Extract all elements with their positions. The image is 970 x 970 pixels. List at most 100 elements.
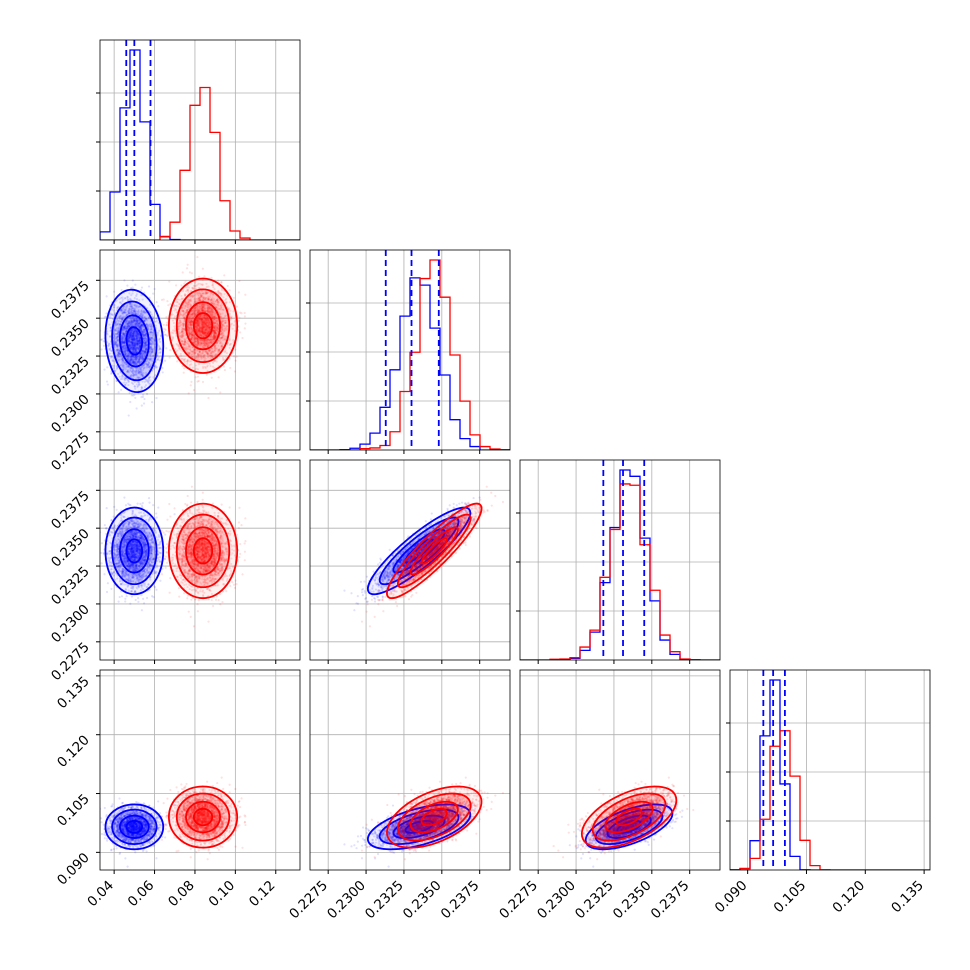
scatter-point-series-1 [140,330,143,333]
panel-content [100,250,300,450]
scatter-point-series-1 [140,325,143,328]
scatter-point-series-1 [134,329,137,332]
scatter-point-series-1 [149,331,152,334]
scatter-point-series-1 [148,366,151,369]
scatter-point-series-1 [137,321,140,325]
scatter-point-series-1 [122,359,125,362]
scatter-point-series-1 [114,342,118,345]
scatter-point-series-1 [125,329,128,333]
scatter-point-series-1 [134,334,137,337]
scatter-point-series-1 [131,339,134,342]
scatter-point-series-1 [122,325,125,328]
scatter-point-series-1 [135,351,138,354]
scatter-point-series-1 [123,279,126,282]
scatter-point-series-1 [123,345,127,349]
scatter-point-series-1 [151,331,155,334]
scatter-point-series-1 [116,339,119,342]
scatter-point-series-1 [109,329,112,332]
scatter-point-series-1 [118,352,122,356]
scatter-point-series-1 [117,339,120,342]
scatter-point-series-1 [133,331,136,334]
scatter-point-series-1 [124,296,127,300]
scatter-point-series-1 [140,314,143,318]
scatter-point-series-1 [134,349,137,352]
scatter-point-series-1 [137,324,140,327]
scatter-point-series-1 [133,360,136,364]
scatter-point-series-1 [142,366,145,370]
scatter-point-series-1 [132,337,135,341]
scatter-point-series-1 [147,285,151,288]
scatter-point-series-1 [126,284,129,287]
scatter-point-series-1 [136,330,139,334]
scatter-point-series-2 [217,376,220,379]
scatter-point-series-2 [196,255,199,259]
scatter-point-series-1 [125,313,128,316]
scatter-point-series-1 [137,340,140,343]
scatter-point-series-1 [142,349,145,352]
scatter-point-series-1 [132,319,136,322]
scatter-point-series-1 [145,392,149,396]
scatter-point-series-1 [173,304,176,307]
scatter-point-series-2 [234,359,237,362]
scatter-point-series-1 [136,318,139,321]
scatter-point-series-1 [120,296,123,300]
scatter-point-series-2 [244,293,247,296]
scatter-point-series-1 [135,294,138,297]
scatter-point-series-1 [149,303,152,306]
scatter-point-series-2 [216,279,220,282]
scatter-point-series-1 [116,344,119,347]
scatter-point-series-1 [144,347,148,351]
scatter-point-series-1 [136,319,139,322]
scatter-point-series-1 [137,337,141,340]
scatter-point-series-1 [148,362,151,365]
scatter-point-series-1 [135,366,139,370]
scatter-point-series-1 [127,311,131,314]
scatter-point-series-1 [150,326,153,329]
scatter-point-series-1 [142,347,146,350]
scatter-point-series-1 [124,327,127,330]
scatter-point-series-1 [142,341,145,344]
scatter-point-series-1 [164,333,167,336]
scatter-point-series-1 [126,369,129,373]
scatter-point-series-1 [140,360,143,363]
scatter-point-series-1 [127,335,130,338]
scatter-point-series-1 [154,324,157,327]
scatter-point-series-1 [130,329,133,333]
scatter-point-series-1 [117,352,120,355]
scatter-point-series-2 [228,289,231,292]
scatter-point-series-1 [133,304,137,307]
scatter-point-series-1 [126,354,129,357]
scatter-point-series-1 [122,348,125,351]
scatter-point-series-1 [121,375,124,378]
scatter-point-series-1 [132,361,135,364]
scatter-point-series-1 [132,337,136,340]
scatter-point-series-1 [115,340,118,343]
scatter-point-series-1 [132,342,135,345]
scatter-point-series-1 [149,375,152,379]
scatter-point-series-1 [116,335,119,338]
scatter-point-series-1 [130,354,133,357]
scatter-point-series-1 [149,379,152,382]
scatter-point-series-1 [118,315,121,319]
scatter-point-series-1 [133,346,136,350]
scatter-point-series-1 [127,338,130,341]
scatter-point-series-1 [133,356,136,360]
scatter-point-series-1 [131,335,134,338]
scatter-point-series-1 [143,341,146,345]
scatter-point-series-1 [137,358,140,361]
scatter-point-series-1 [128,336,132,339]
scatter-point-series-1 [131,337,134,340]
scatter-point-series-1 [143,339,147,342]
scatter-point-series-1 [127,371,130,374]
scatter-point-series-1 [130,358,133,361]
scatter-point-series-1 [134,312,137,315]
scatter-point-series-1 [137,322,141,325]
scatter-point-series-1 [128,331,131,334]
scatter-point-series-1 [143,335,146,338]
scatter-point-series-1 [129,345,132,348]
scatter-point-series-1 [134,322,137,326]
scatter-point-series-1 [123,361,126,364]
scatter-point-series-1 [119,309,123,312]
scatter-point-series-1 [139,327,143,331]
scatter-point-series-1 [132,374,135,378]
